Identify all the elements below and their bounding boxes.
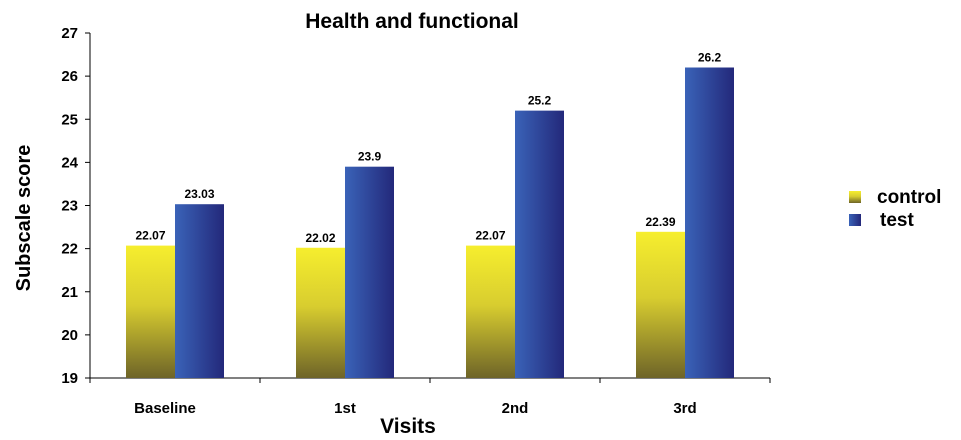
data-label-control-1: 22.02 xyxy=(305,231,335,245)
data-labels: 22.07 23.03 22.02 23.9 22.07 25.2 22.39 26.2 xyxy=(135,51,721,245)
x-tick-label: 1st xyxy=(334,400,356,417)
y-tick-label: 24 xyxy=(61,154,78,171)
y-axis-label: Subscale score xyxy=(13,145,35,292)
y-tick-label: 21 xyxy=(61,284,78,301)
data-label-test-1: 23.9 xyxy=(358,150,382,164)
legend-label-control: control xyxy=(877,187,941,208)
legend-swatch-control xyxy=(849,191,861,203)
data-label-control-0: 22.07 xyxy=(135,229,165,243)
bar-control-2 xyxy=(466,245,515,378)
bar-test-3 xyxy=(685,67,734,378)
y-tick-label: 25 xyxy=(61,111,78,128)
bar-test-0 xyxy=(175,204,224,378)
chart-title: Health and functional xyxy=(305,10,519,33)
data-label-control-3: 22.39 xyxy=(645,215,675,229)
data-label-test-0: 23.03 xyxy=(184,187,214,201)
bar-test-1 xyxy=(345,166,394,378)
bar-control-0 xyxy=(126,245,175,378)
bar-control-1 xyxy=(296,247,345,378)
y-tick-label: 23 xyxy=(61,198,78,215)
x-tick-label: 3rd xyxy=(673,400,696,417)
bar-control-3 xyxy=(636,231,685,378)
x-tick-label: 2nd xyxy=(502,400,529,417)
bar-test-2 xyxy=(515,110,564,378)
y-tick-label: 19 xyxy=(61,370,78,387)
legend-label-test: test xyxy=(880,210,914,231)
x-tick-label: Baseline xyxy=(134,400,196,417)
y-tick-label: 22 xyxy=(61,241,78,258)
y-tick-label: 26 xyxy=(61,68,78,85)
bars xyxy=(126,67,734,378)
data-label-control-2: 22.07 xyxy=(475,229,505,243)
y-tick-label: 20 xyxy=(61,327,78,344)
y-tick-label: 27 xyxy=(61,25,78,42)
legend-swatch-test xyxy=(849,214,861,226)
x-axis-label: Visits xyxy=(380,415,436,438)
data-label-test-3: 26.2 xyxy=(698,51,722,65)
data-label-test-2: 25.2 xyxy=(528,94,552,108)
